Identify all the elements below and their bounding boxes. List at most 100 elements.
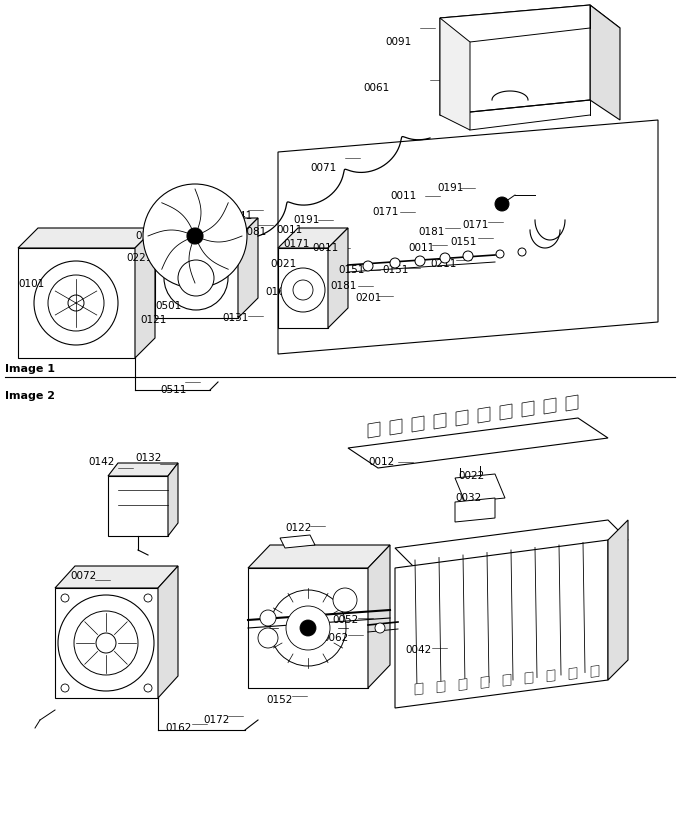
Polygon shape xyxy=(459,679,467,690)
Text: 0191: 0191 xyxy=(437,183,463,193)
Polygon shape xyxy=(155,238,238,318)
Polygon shape xyxy=(455,474,505,502)
Polygon shape xyxy=(278,248,328,328)
Text: 0011: 0011 xyxy=(276,225,302,235)
Polygon shape xyxy=(566,395,578,411)
Circle shape xyxy=(375,623,385,633)
Text: 0171: 0171 xyxy=(462,220,488,230)
Polygon shape xyxy=(248,568,368,688)
Polygon shape xyxy=(238,218,258,318)
Text: 0042: 0042 xyxy=(405,645,431,655)
Text: 0032: 0032 xyxy=(455,493,481,503)
Circle shape xyxy=(144,594,152,602)
Text: 0501: 0501 xyxy=(155,301,182,311)
Polygon shape xyxy=(278,120,658,354)
Circle shape xyxy=(143,184,247,288)
Text: 0122: 0122 xyxy=(285,523,311,533)
Circle shape xyxy=(260,610,276,626)
Polygon shape xyxy=(500,404,512,420)
Polygon shape xyxy=(158,566,178,698)
Text: 0141: 0141 xyxy=(135,231,161,241)
Circle shape xyxy=(286,606,330,650)
Circle shape xyxy=(61,684,69,692)
Circle shape xyxy=(68,295,84,311)
Polygon shape xyxy=(591,665,599,677)
Circle shape xyxy=(415,256,425,266)
Circle shape xyxy=(270,590,346,666)
Polygon shape xyxy=(368,545,390,688)
Circle shape xyxy=(58,595,154,691)
Circle shape xyxy=(48,275,104,331)
Text: 0121: 0121 xyxy=(140,315,167,325)
Circle shape xyxy=(144,684,152,692)
Circle shape xyxy=(293,280,313,300)
Text: 0091: 0091 xyxy=(385,37,411,47)
Polygon shape xyxy=(18,248,135,358)
Polygon shape xyxy=(440,5,590,115)
Circle shape xyxy=(178,260,214,296)
Polygon shape xyxy=(18,228,155,248)
Text: 0162: 0162 xyxy=(165,723,191,733)
Polygon shape xyxy=(395,540,608,708)
Text: 0161: 0161 xyxy=(265,287,291,297)
Polygon shape xyxy=(569,667,577,680)
Polygon shape xyxy=(55,566,178,588)
Text: 0021: 0021 xyxy=(270,259,296,269)
Text: 0152: 0152 xyxy=(266,695,292,705)
Circle shape xyxy=(333,588,357,612)
Circle shape xyxy=(209,242,221,254)
Polygon shape xyxy=(348,418,608,468)
Text: 0012: 0012 xyxy=(368,457,394,467)
Text: 0142: 0142 xyxy=(88,457,114,467)
Polygon shape xyxy=(503,674,511,686)
Text: 0041: 0041 xyxy=(226,211,252,221)
Polygon shape xyxy=(108,463,178,476)
Circle shape xyxy=(463,251,473,261)
Circle shape xyxy=(187,228,203,244)
Text: 0061: 0061 xyxy=(363,83,389,93)
Polygon shape xyxy=(108,476,168,536)
Circle shape xyxy=(258,628,278,648)
Polygon shape xyxy=(478,407,490,423)
Text: 0071: 0071 xyxy=(310,163,336,173)
Polygon shape xyxy=(547,670,555,682)
Text: 0511: 0511 xyxy=(160,385,186,395)
Polygon shape xyxy=(248,545,390,568)
Circle shape xyxy=(495,197,509,211)
Circle shape xyxy=(440,253,450,263)
Text: 0171: 0171 xyxy=(372,207,398,217)
Polygon shape xyxy=(168,463,178,536)
Text: 0211: 0211 xyxy=(430,259,456,269)
Circle shape xyxy=(518,248,526,256)
Polygon shape xyxy=(412,416,424,432)
Circle shape xyxy=(300,620,316,636)
Polygon shape xyxy=(440,5,620,42)
Polygon shape xyxy=(440,18,470,130)
Polygon shape xyxy=(481,676,489,689)
Text: 0131: 0131 xyxy=(222,313,248,323)
Circle shape xyxy=(74,611,138,675)
Text: 0011: 0011 xyxy=(312,243,338,253)
Text: 0181: 0181 xyxy=(418,227,444,237)
Text: Image 1: Image 1 xyxy=(5,364,55,373)
Text: Image 2: Image 2 xyxy=(5,391,55,400)
Polygon shape xyxy=(135,228,155,358)
Polygon shape xyxy=(155,218,258,238)
Polygon shape xyxy=(525,672,533,684)
Circle shape xyxy=(496,250,504,258)
Polygon shape xyxy=(328,228,348,328)
Polygon shape xyxy=(395,520,628,568)
Circle shape xyxy=(164,246,228,310)
Text: 0171: 0171 xyxy=(283,239,309,249)
Text: 0181: 0181 xyxy=(330,281,356,291)
Text: 0072: 0072 xyxy=(70,571,97,581)
Polygon shape xyxy=(608,520,628,680)
Text: 0011: 0011 xyxy=(408,243,435,253)
Polygon shape xyxy=(456,410,468,426)
Text: 0062: 0062 xyxy=(322,633,348,643)
Circle shape xyxy=(363,261,373,271)
Polygon shape xyxy=(390,419,402,435)
Polygon shape xyxy=(368,422,380,438)
Text: 0181: 0181 xyxy=(286,273,312,283)
Text: 0151: 0151 xyxy=(382,265,409,275)
